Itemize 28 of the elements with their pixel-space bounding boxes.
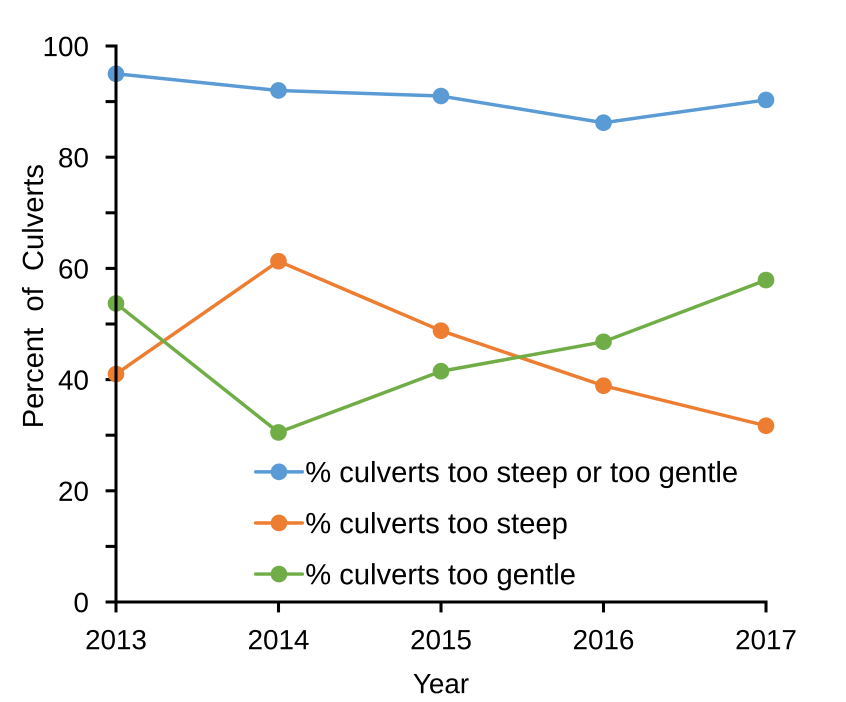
y-tick-label: 100 (44, 36, 88, 56)
y-axis-title: Percent of Culverts (22, 165, 44, 426)
y-tick-label: 20 (59, 481, 88, 502)
y-tick-label: 80 (59, 148, 88, 168)
x-tick-label: 2016 (574, 630, 634, 650)
point (432, 88, 450, 104)
x-tick-label: 2017 (736, 630, 796, 650)
y-tick-label: 60 (59, 259, 88, 279)
x-tick-label: 2013 (86, 630, 146, 650)
legend-label: % culverts too gentle (306, 563, 575, 590)
x-tick-label: 2014 (249, 630, 309, 650)
point (432, 322, 450, 340)
legend-label: % culverts too steep (306, 512, 567, 540)
x-axis-title: Year (414, 674, 469, 694)
point (758, 417, 774, 434)
point (595, 377, 612, 394)
point (758, 272, 774, 288)
point (270, 424, 287, 441)
point (270, 252, 287, 270)
point (270, 82, 287, 99)
x-tick-label: 2015 (412, 630, 471, 650)
y-tick-label: 40 (58, 370, 88, 390)
point (758, 92, 774, 108)
point (595, 114, 612, 132)
point (432, 362, 450, 380)
legend-label: % culverts too steep or too gentle (306, 460, 737, 488)
point (595, 333, 612, 350)
y-tick-label: 0 (74, 592, 88, 612)
